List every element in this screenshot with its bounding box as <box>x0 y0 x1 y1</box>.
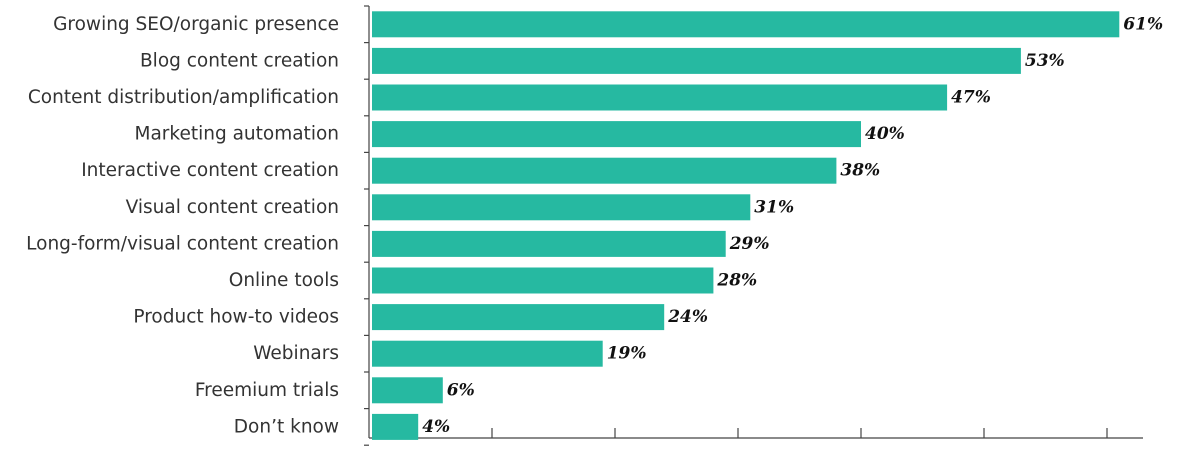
value-label: 47% <box>951 88 991 108</box>
bar <box>372 377 443 404</box>
category-label: Long-form/visual content creation <box>26 233 339 254</box>
category-label: Online tools <box>229 270 339 291</box>
x-axis-ticks <box>491 428 1108 438</box>
value-label: 6% <box>447 380 475 400</box>
category-label: Visual content creation <box>126 197 339 218</box>
bar <box>372 157 837 184</box>
value-label: 29% <box>729 234 770 254</box>
chart-axes <box>364 5 1143 446</box>
value-label: 53% <box>1025 51 1065 71</box>
category-label: Marketing automation <box>134 124 339 145</box>
category-labels: Growing SEO/organic presence Blog content… <box>26 14 339 438</box>
bar <box>372 413 419 440</box>
bar <box>372 230 726 257</box>
category-label: Webinars <box>253 343 339 364</box>
y-axis-ticks <box>364 5 369 446</box>
category-label: Don’t know <box>234 416 339 437</box>
value-label: 24% <box>667 307 708 327</box>
value-label: 38% <box>840 161 880 181</box>
value-label: 28% <box>716 271 757 291</box>
category-label: Growing SEO/organic presence <box>53 14 339 35</box>
value-labels: 61% 53% 47% 40% 38% 31% 29% 28% 24% 19% 6% 4% <box>422 14 1163 437</box>
category-label: Freemium trials <box>195 380 339 401</box>
category-label: Interactive content creation <box>81 160 339 181</box>
value-label: 40% <box>865 124 905 144</box>
category-label: Content distribution/amplification <box>28 87 339 108</box>
value-label: 4% <box>422 417 450 437</box>
bar <box>372 121 861 148</box>
bar <box>372 340 603 367</box>
value-label: 31% <box>754 197 794 217</box>
bar <box>372 47 1021 74</box>
bars-group <box>372 11 1120 440</box>
bar <box>372 304 665 331</box>
value-label: 61% <box>1123 14 1163 34</box>
bar <box>372 194 751 221</box>
value-label: 19% <box>607 344 647 364</box>
bar <box>372 84 948 111</box>
bar <box>372 11 1120 38</box>
bar <box>372 267 714 294</box>
category-label: Product how-to videos <box>133 307 339 328</box>
category-label: Blog content creation <box>140 50 339 71</box>
